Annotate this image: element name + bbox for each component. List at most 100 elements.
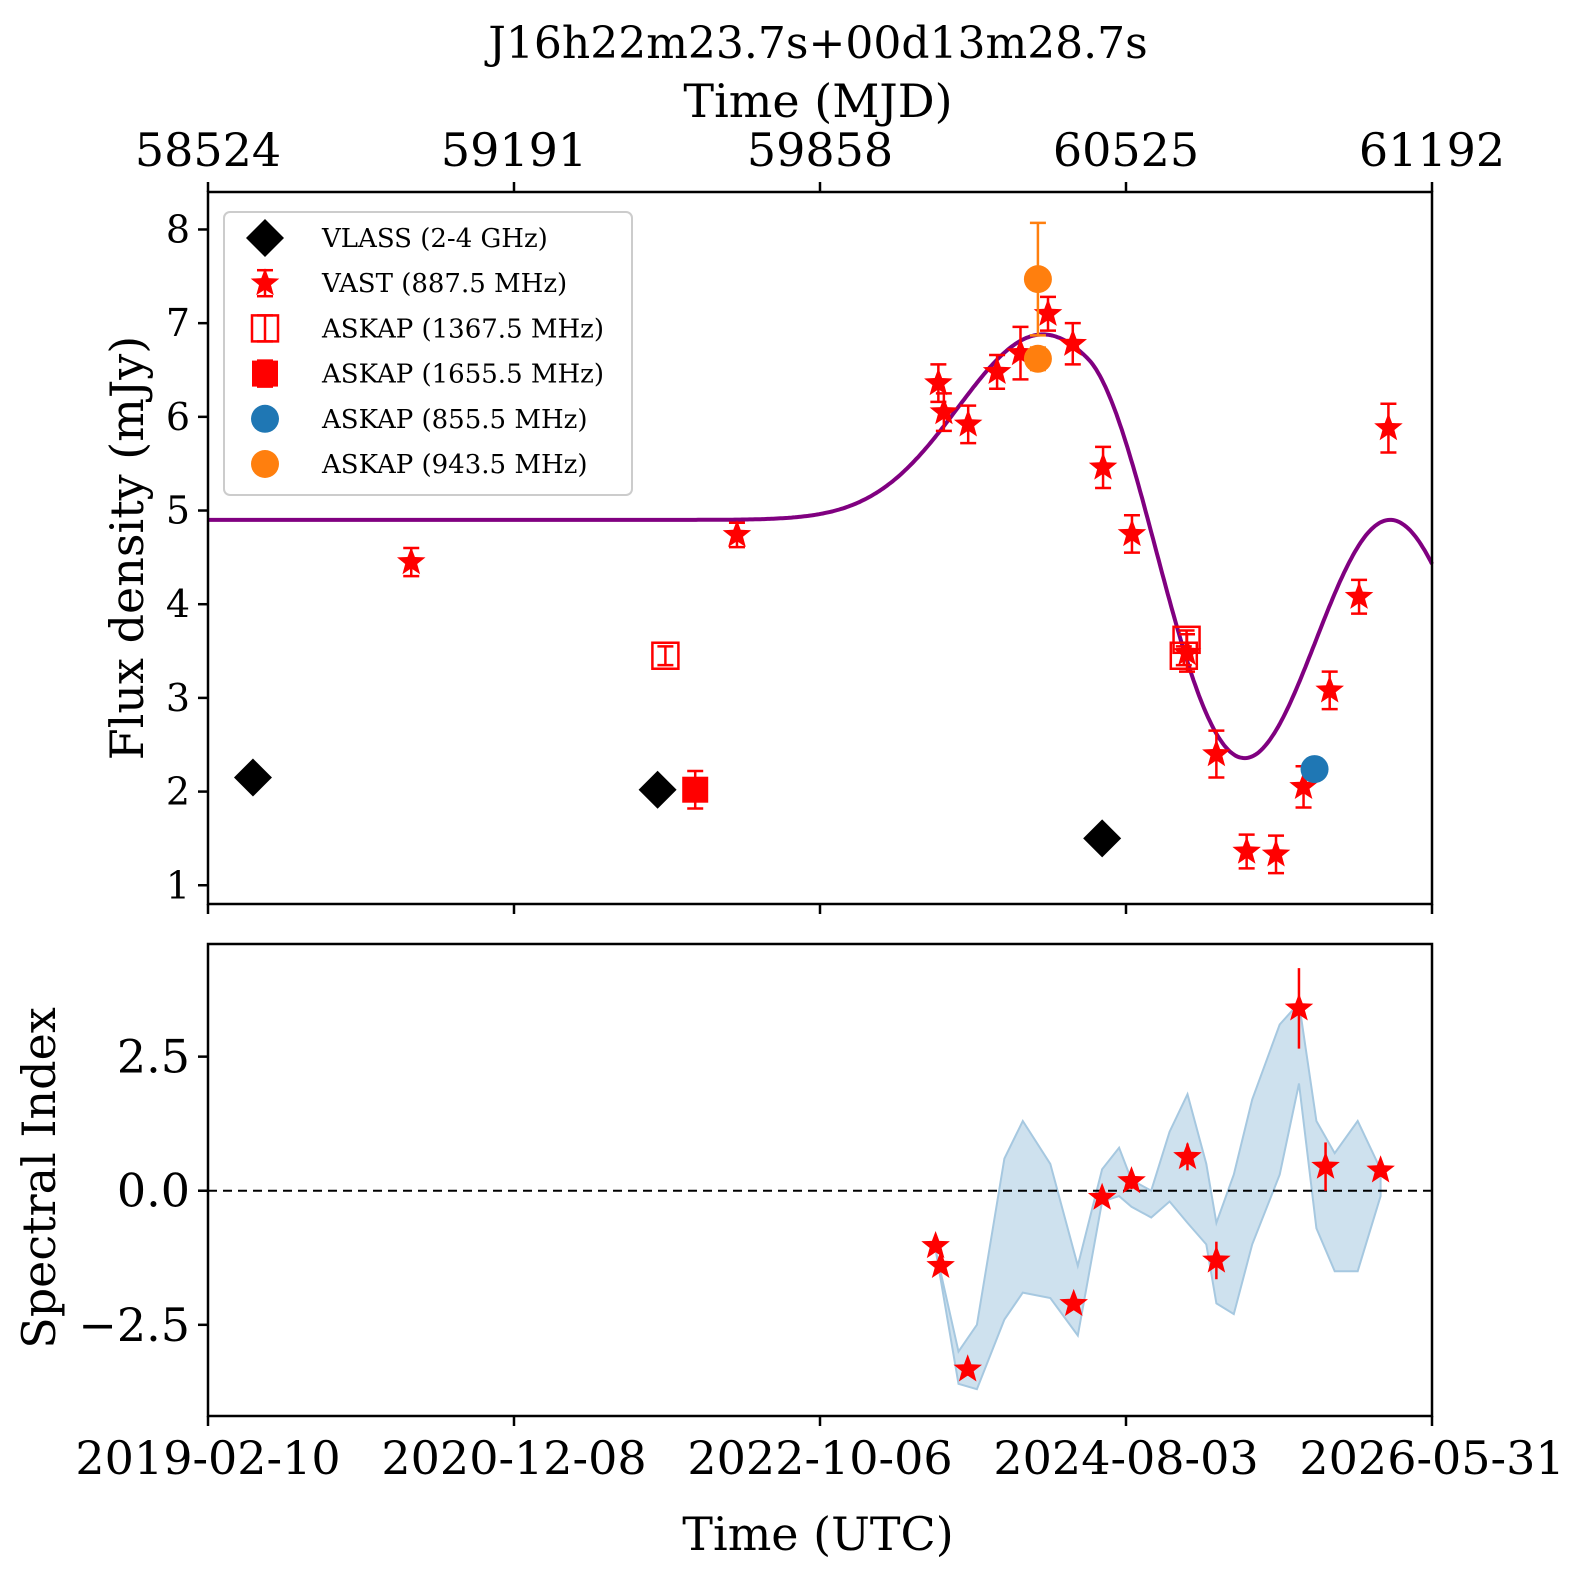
series-5 xyxy=(1023,221,1052,373)
spectral-point xyxy=(1173,1141,1202,1170)
legend-label: ASKAP (943.5 MHz) xyxy=(321,450,587,480)
spectral-point xyxy=(1087,1182,1117,1210)
utc-axis-label: Time (UTC) xyxy=(682,1507,953,1561)
spectral-point xyxy=(921,1231,950,1259)
utc-tick-label: 2022-10-06 xyxy=(687,1431,952,1485)
flux-ytick-label: 7 xyxy=(166,301,190,345)
legend: VLASS (2-4 GHz) VAST (887.5 MHz) ASKAP (13… xyxy=(223,211,633,496)
spectral-point xyxy=(1117,1166,1146,1194)
mjd-tick-label: 59858 xyxy=(747,123,893,177)
mjd-tick-label: 60525 xyxy=(1053,123,1199,177)
spectral-index-band xyxy=(934,1000,1382,1391)
flux-point xyxy=(1172,637,1202,666)
mjd-tick-label: 58524 xyxy=(135,123,281,177)
flux-point xyxy=(1083,819,1122,858)
spectral-point xyxy=(1311,1151,1340,1179)
flux-point xyxy=(1006,338,1035,366)
spectral-ytick-label: −2.5 xyxy=(78,1298,190,1352)
mjd-tick-label: 59191 xyxy=(441,123,587,177)
spectral-point xyxy=(953,1354,982,1382)
flux-point xyxy=(929,397,959,425)
series-4 xyxy=(1300,755,1329,784)
spectral-index-axis-label: Spectral Index xyxy=(12,1007,66,1349)
flux-point xyxy=(1261,839,1291,867)
flux-ytick-label: 1 xyxy=(166,863,190,907)
flux-point xyxy=(1289,771,1318,799)
flux-point xyxy=(1117,518,1147,547)
flux-point xyxy=(1300,755,1329,784)
legend-marker xyxy=(252,360,278,387)
series-1 xyxy=(397,295,1403,875)
flux-errorbar xyxy=(657,645,674,667)
spectral-ytick-label: 2.5 xyxy=(117,1030,190,1084)
flux-point xyxy=(1315,675,1344,703)
mjd-tick-label: 61192 xyxy=(1359,123,1505,177)
spectral-point xyxy=(1202,1245,1231,1273)
spectral-panel-axes: 2.5 0.0 −2.5 2019-02-10 2020-12-08 2022-10-06… xyxy=(75,942,1565,1485)
flux-ytick-label: 2 xyxy=(166,770,190,814)
flux-point xyxy=(651,641,680,670)
legend-item: ASKAP (855.5 MHz) xyxy=(251,404,587,435)
series-0 xyxy=(233,758,1122,858)
legend-item: VAST (887.5 MHz) xyxy=(250,268,567,299)
flux-point xyxy=(1344,581,1374,609)
flux-ytick-label: 3 xyxy=(166,676,190,720)
flux-point xyxy=(233,758,272,797)
flux-point xyxy=(1374,413,1403,441)
bottom-plot-area xyxy=(208,968,1432,1391)
legend-label: ASKAP (855.5 MHz) xyxy=(321,405,587,435)
spectral-ytick-label: 0.0 xyxy=(117,1164,190,1218)
flux-point xyxy=(722,519,752,547)
flux-point xyxy=(1169,641,1199,670)
flux-point xyxy=(638,770,677,809)
chart-title: J16h22m23.7s+00d13m28.7s xyxy=(484,18,1148,69)
flux-point xyxy=(1202,739,1231,767)
spectral-point xyxy=(1059,1288,1088,1316)
flux-ytick-label: 5 xyxy=(166,489,190,533)
legend-marker xyxy=(251,450,279,478)
flux-point xyxy=(1088,452,1118,480)
flux-point xyxy=(1023,344,1052,373)
flux-point xyxy=(682,776,709,803)
flux-errorbar xyxy=(1178,629,1195,651)
flux-point xyxy=(982,356,1012,384)
flux-point xyxy=(1172,625,1201,655)
legend-marker xyxy=(250,268,280,296)
legend-item: ASKAP (943.5 MHz) xyxy=(251,450,587,480)
flux-point xyxy=(953,409,983,437)
legend-marker xyxy=(250,314,280,343)
legend-item: VLASS (2-4 GHz) xyxy=(246,219,548,257)
flux-ytick-label: 6 xyxy=(166,395,190,439)
series-3 xyxy=(682,769,709,810)
flux-point xyxy=(1232,836,1261,864)
legend-box xyxy=(223,211,633,496)
flux-point xyxy=(1023,265,1052,294)
legend-item: ASKAP (1367.5 MHz) xyxy=(250,314,604,344)
top-plot-area xyxy=(208,221,1434,875)
legend-label: VAST (887.5 MHz) xyxy=(321,269,567,299)
flux-ytick-label: 4 xyxy=(166,582,190,626)
series-2 xyxy=(651,625,1201,670)
legend-label: ASKAP (1655.5 MHz) xyxy=(321,360,604,390)
flux-point xyxy=(1058,328,1087,356)
spectral-point xyxy=(1366,1155,1395,1183)
flux-ytick-label: 8 xyxy=(166,207,190,251)
utc-tick-label: 2026-05-31 xyxy=(1299,1431,1564,1485)
legend-label: ASKAP (1367.5 MHz) xyxy=(321,314,604,344)
mjd-axis-label: Time (MJD) xyxy=(683,74,952,128)
flux-axis-label: Flux density (mJy) xyxy=(100,336,154,760)
spectral-point xyxy=(926,1250,955,1278)
flux-point xyxy=(1033,298,1063,326)
utc-tick-label: 2020-12-08 xyxy=(381,1431,646,1485)
legend-item: ASKAP (1655.5 MHz) xyxy=(252,359,604,390)
spectral-point xyxy=(1284,993,1314,1021)
flux-point xyxy=(924,368,953,396)
utc-tick-label: 2019-02-10 xyxy=(75,1431,340,1485)
utc-tick-label: 2024-08-03 xyxy=(993,1431,1258,1485)
legend-marker xyxy=(251,404,279,433)
legend-label: VLASS (2-4 GHz) xyxy=(321,224,548,254)
flux-point xyxy=(397,547,426,575)
flux-panel-axes: 1 2 3 4 5 6 7 8 58524 59191 59858 60525 61192 xyxy=(135,123,1505,914)
legend-marker xyxy=(246,219,284,257)
